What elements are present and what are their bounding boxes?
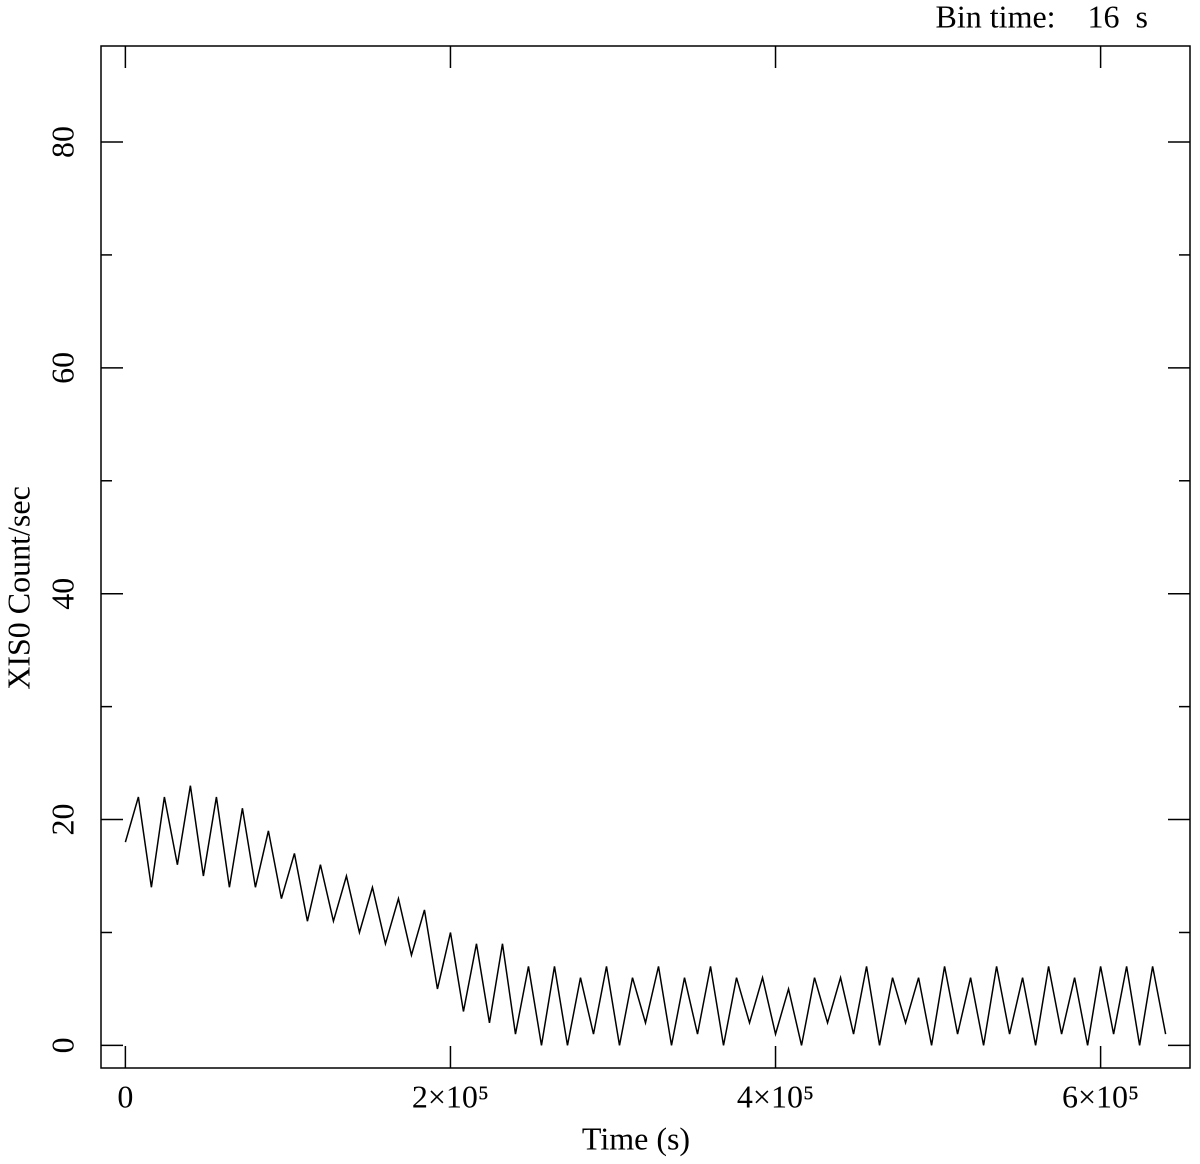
x-tick-label: 2×10⁵ [412,1078,489,1114]
y-tick-label: 40 [44,578,80,610]
x-tick-label: 6×10⁵ [1062,1078,1139,1114]
annotation: Bin time: 16 s [936,0,1148,34]
y-tick-label: 0 [44,1037,80,1053]
x-axis-label: Time (s) [582,1120,690,1156]
y-tick-label: 60 [44,352,80,384]
light-curve [124,785,1167,1046]
y-tick-label: 20 [44,804,80,836]
plot-frame [100,45,1191,1069]
y-axis-label: XIS0 Count/sec [0,486,36,690]
y-tick-label: 80 [44,126,80,158]
x-tick-label: 0 [117,1078,133,1114]
x-tick-label: 4×10⁵ [737,1078,814,1114]
